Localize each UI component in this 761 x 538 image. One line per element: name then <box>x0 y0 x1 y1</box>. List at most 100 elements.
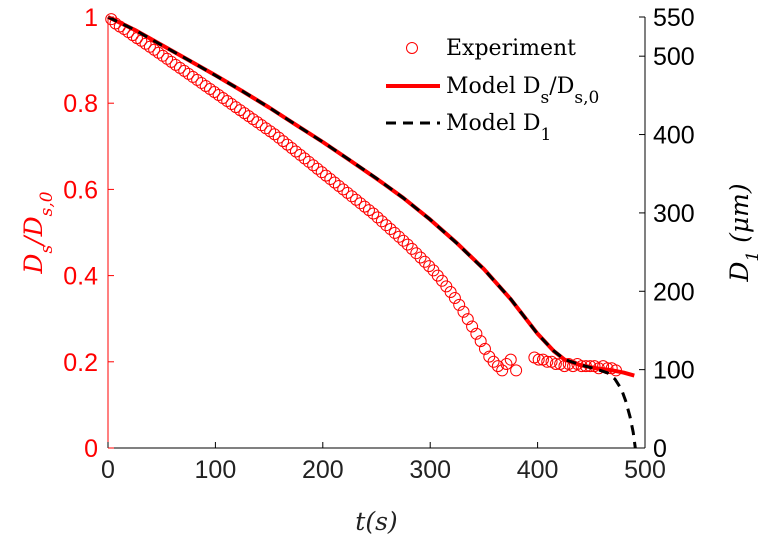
x-tick-label: 200 <box>302 456 344 484</box>
experiment-point <box>320 169 333 182</box>
experiment-point <box>221 95 234 108</box>
experiment-point <box>156 49 169 62</box>
experiment-point <box>466 320 479 333</box>
experiment-point <box>242 110 255 123</box>
experiment-point <box>315 166 328 179</box>
experiment-point <box>461 313 474 326</box>
y-right-tick-label: 200 <box>653 278 695 306</box>
y-right-tick-label: 100 <box>653 357 695 385</box>
y-right-tick-label: 500 <box>653 43 695 71</box>
model-d1-series <box>107 15 637 449</box>
experiment-point <box>418 255 431 268</box>
y-right-tick-label: 550 <box>653 4 695 32</box>
experiment-point <box>289 145 302 158</box>
experiment-point <box>259 122 272 135</box>
experiment-point <box>268 128 281 141</box>
experiment-point <box>367 207 380 220</box>
experiment-point <box>302 155 315 168</box>
experiment-point <box>444 285 457 298</box>
x-tick-label: 100 <box>195 456 237 484</box>
x-tick-label: 400 <box>517 456 559 484</box>
y-left-tick-label: 0.6 <box>63 176 98 204</box>
experiment-point <box>478 342 491 355</box>
y-left-axis-label: Ds/Ds,0 <box>19 191 57 274</box>
experiment-point <box>204 82 217 95</box>
experiment-point <box>191 73 204 86</box>
experiment-point <box>186 70 199 83</box>
axes-group <box>107 17 646 449</box>
experiment-point <box>371 211 384 224</box>
experiment-point <box>173 61 186 74</box>
experiment-point <box>457 305 470 318</box>
legend-model-d1-label: Model D1 <box>446 111 551 145</box>
experiment-point <box>384 223 397 236</box>
experiment-point <box>229 101 242 114</box>
experiment-point <box>354 197 367 210</box>
experiment-point <box>380 219 393 232</box>
experiment-point <box>225 98 238 111</box>
model-ds-line <box>107 15 635 378</box>
x-axis-label: t(s) <box>355 507 397 536</box>
experiment-point <box>474 335 487 348</box>
experiment-point <box>212 89 225 102</box>
experiment-point <box>510 364 523 377</box>
y-left-tick-label: 0.4 <box>63 263 98 291</box>
experiment-point <box>238 107 251 120</box>
experiment-point <box>281 138 294 151</box>
experiment-point <box>401 238 414 251</box>
experiment-point <box>410 247 423 260</box>
experiment-point <box>255 119 268 132</box>
experiment-point <box>165 55 178 68</box>
experiment-point <box>272 131 285 144</box>
y-right-axis-label: D1 (μm) <box>725 183 761 282</box>
experiment-point <box>143 40 156 53</box>
experiment-point <box>375 215 388 228</box>
experiment-point <box>285 142 298 155</box>
experiment-point <box>345 190 358 203</box>
experiment-point <box>234 104 247 117</box>
x-tick-label: 0 <box>101 456 115 484</box>
experiment-point <box>152 46 165 59</box>
y-right-tick-label: 0 <box>653 435 667 463</box>
experiment-point <box>470 327 483 340</box>
experiment-point <box>246 113 259 126</box>
experiment-point <box>178 64 191 77</box>
experiment-point <box>397 234 410 247</box>
experiment-point <box>251 116 264 129</box>
experiment-point <box>208 85 221 98</box>
experiment-point <box>496 364 509 377</box>
experiment-point <box>216 92 229 105</box>
experiment-point <box>332 179 345 192</box>
experiment-point <box>350 193 363 206</box>
experiment-point <box>362 204 375 217</box>
experiment-point <box>328 176 341 189</box>
experiment-point <box>169 58 182 71</box>
experiment-point <box>311 162 324 175</box>
experiment-point <box>337 183 350 196</box>
experiment-point <box>341 186 354 199</box>
y-right-tick-label: 400 <box>653 122 695 150</box>
ticks-group: 0 100 200 300 400 50000.20.40.60.810100200300… <box>63 4 694 484</box>
experiment-point <box>549 357 562 370</box>
experiment-point <box>500 357 513 370</box>
model-d1-line <box>107 15 637 449</box>
experiment-point <box>541 355 554 368</box>
legend-experiment-marker <box>406 42 418 54</box>
y-left-tick-label: 0.2 <box>63 349 98 377</box>
experiment-point <box>277 135 290 148</box>
experiment-point <box>358 200 371 213</box>
experiment-point <box>504 353 517 366</box>
legend-experiment-label: Experiment <box>446 36 576 61</box>
experiment-point <box>148 43 161 56</box>
experiment-point <box>393 230 406 243</box>
experiment-point <box>414 251 427 264</box>
experiment-point <box>294 148 307 161</box>
experiment-point <box>423 260 436 273</box>
experiment-point <box>199 79 212 92</box>
experiment-series <box>105 13 623 377</box>
experiment-point <box>298 152 311 165</box>
y-left-tick-label: 0.8 <box>63 90 98 118</box>
x-tick-label: 500 <box>624 456 666 484</box>
